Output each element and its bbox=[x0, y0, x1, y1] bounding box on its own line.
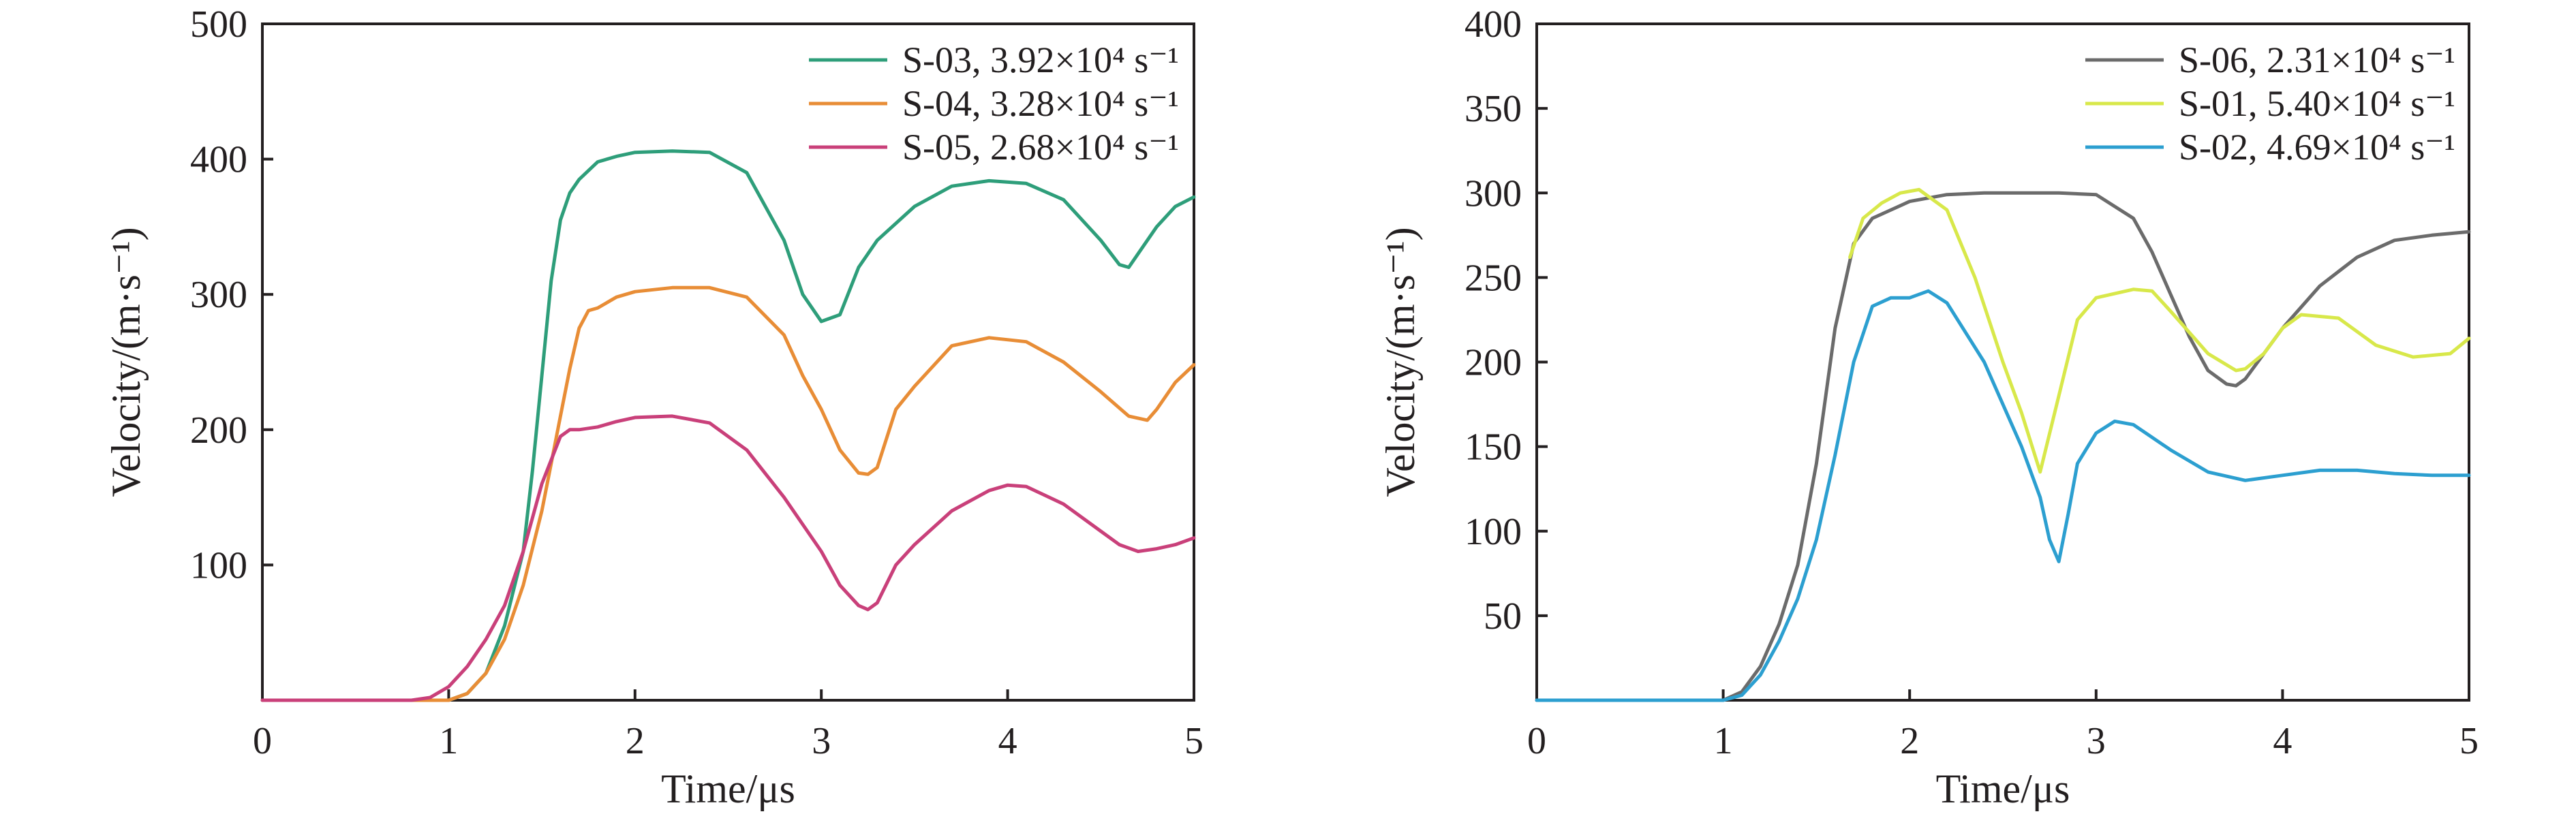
y-tick-label: 250 bbox=[1465, 257, 1522, 299]
series-line-2 bbox=[260, 285, 1196, 702]
y-tick-label: 150 bbox=[1465, 426, 1522, 469]
x-tick-label: 5 bbox=[2459, 720, 2479, 762]
x-axis-label: Time/μs bbox=[1936, 766, 2070, 811]
plot-frame bbox=[261, 22, 1195, 702]
x-tick-label: 3 bbox=[812, 720, 831, 762]
y-tick-label: 500 bbox=[190, 3, 247, 46]
series-line-3 bbox=[1535, 289, 2471, 702]
x-tick-label: 1 bbox=[439, 720, 458, 762]
legend-entry-label: S-02, 4.69×10⁴ s⁻¹ bbox=[2179, 127, 2455, 168]
legend: S-06, 2.31×10⁴ s⁻¹S-01, 5.40×10⁴ s⁻¹S-02… bbox=[2085, 40, 2455, 168]
y-tick-label: 200 bbox=[1465, 342, 1522, 384]
legend: S-03, 3.92×10⁴ s⁻¹S-04, 3.28×10⁴ s⁻¹S-05… bbox=[808, 40, 1179, 168]
x-tick-label: 5 bbox=[1184, 720, 1203, 762]
y-tick-label: 300 bbox=[190, 274, 247, 316]
x-tick-label: 2 bbox=[626, 720, 645, 762]
y-tick-label: 200 bbox=[190, 409, 247, 452]
y-axis-label: Velocity/(m·s⁻¹) bbox=[104, 227, 149, 497]
x-tick-label: 4 bbox=[2273, 720, 2292, 762]
x-axis-label: Time/μs bbox=[661, 766, 795, 811]
y-tick-label: 300 bbox=[1465, 172, 1522, 215]
x-tick-label: 4 bbox=[998, 720, 1017, 762]
x-tick-label: 0 bbox=[253, 720, 272, 762]
y-tick-label: 100 bbox=[190, 544, 247, 586]
legend-entry-label: S-04, 3.28×10⁴ s⁻¹ bbox=[902, 83, 1179, 124]
legend-entry-label: S-05, 2.68×10⁴ s⁻¹ bbox=[902, 127, 1179, 168]
legend-entry-label: S-01, 5.40×10⁴ s⁻¹ bbox=[2179, 83, 2455, 124]
series-line-1 bbox=[260, 149, 1196, 702]
y-axis-label: Velocity/(m·s⁻¹) bbox=[1378, 227, 1423, 497]
legend-entry-label: S-03, 3.92×10⁴ s⁻¹ bbox=[902, 40, 1179, 80]
y-tick-label: 50 bbox=[1484, 595, 1522, 638]
x-tick-label: 2 bbox=[1900, 720, 1919, 762]
y-tick-label: 100 bbox=[1465, 511, 1522, 553]
y-tick-label: 400 bbox=[1465, 3, 1522, 46]
y-tick-label: 400 bbox=[190, 139, 247, 181]
series-line-2 bbox=[1848, 187, 2471, 474]
series-line-1 bbox=[1535, 191, 2471, 702]
x-tick-label: 3 bbox=[2087, 720, 2106, 762]
chart-panel-1: 0 1 2 3 4 5 100 200 300 400 500 Time/μs Velocity/(m·… bbox=[104, 3, 1203, 811]
x-tick-label: 1 bbox=[1714, 720, 1733, 762]
legend-entry-label: S-06, 2.31×10⁴ s⁻¹ bbox=[2179, 40, 2455, 80]
chart-panel-2: 0 1 2 3 4 5 50 100 150 200 250 300 350 400 Time/μs Velo… bbox=[1378, 3, 2479, 811]
series-line-3 bbox=[260, 414, 1196, 702]
y-tick-label: 350 bbox=[1465, 88, 1522, 130]
x-tick-label: 0 bbox=[1527, 720, 1546, 762]
